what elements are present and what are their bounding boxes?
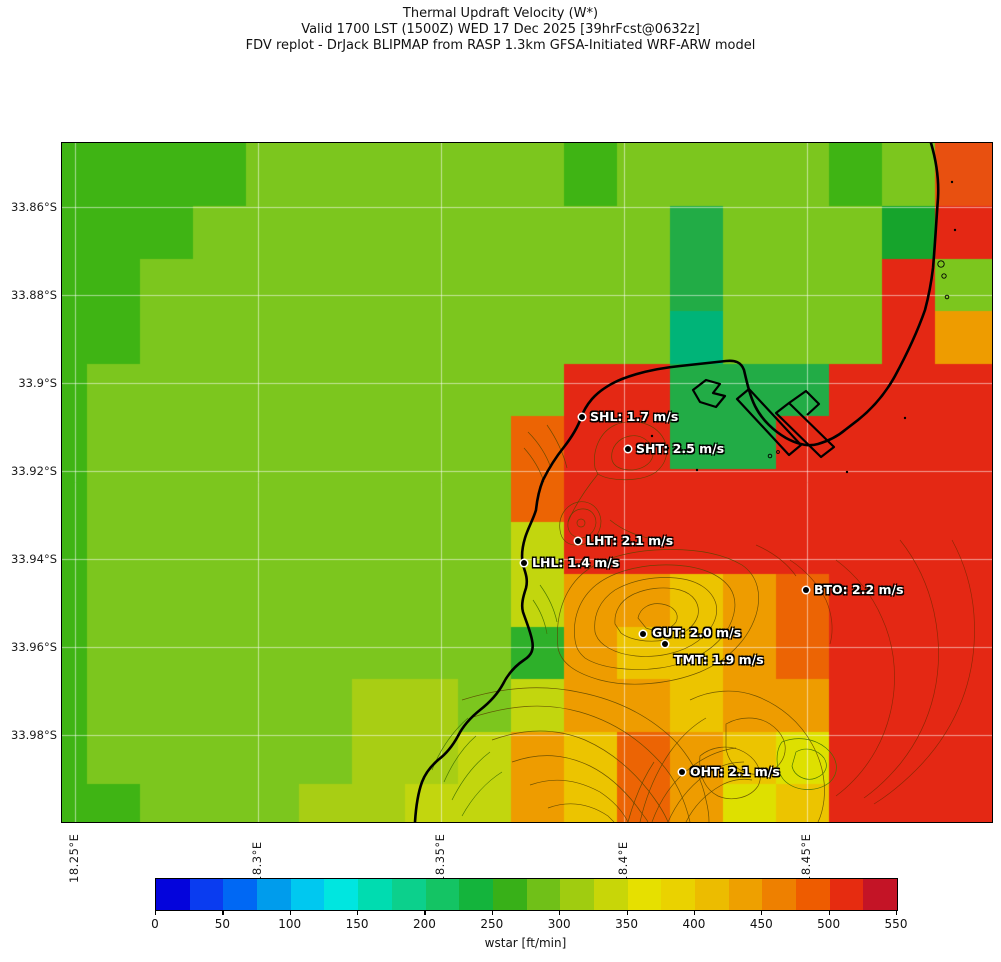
colorbar-segment-10 [492, 879, 527, 910]
colorbar-segment-2 [223, 879, 258, 910]
station-label-LHT: LHT: 2.1 m/s [586, 533, 674, 548]
colorbar-tick-label-550: 550 [884, 917, 908, 931]
colorbar-tick-50 [222, 911, 224, 915]
colorbar-segment-4 [290, 879, 325, 910]
colorbar-tick-label-50: 50 [214, 917, 230, 931]
colorbar-tick-label-350: 350 [615, 917, 638, 931]
colorbar-tick-200 [424, 911, 426, 915]
colorbar-tick-label-450: 450 [749, 917, 773, 931]
colorbar-caption: wstar [ft/min] [484, 936, 567, 950]
colorbar-segment-1 [189, 879, 224, 910]
colorbar-tick-350 [626, 911, 628, 915]
colorbar-tick-label-0: 0 [151, 917, 159, 931]
station-dot-OHT [679, 769, 685, 775]
station-label-OHT: OHT: 2.1 m/s [690, 764, 780, 779]
colorbar-segment-5 [324, 879, 359, 910]
station-label-GUT: GUT: 2.0 m/s [652, 625, 742, 640]
colorbar-segment-19 [796, 879, 830, 910]
colorbar-tick-450 [761, 911, 763, 915]
lat-tick-33.9°S: 33.9°S [18, 376, 57, 390]
colorbar [155, 878, 898, 911]
colorbar-segment-8 [425, 879, 460, 910]
colorbar-segment-12 [560, 879, 594, 910]
colorbar-tick-label-500: 500 [817, 917, 841, 931]
colorbar-segment-20 [829, 879, 864, 910]
lat-tick-33.92°S: 33.92°S [11, 464, 57, 478]
station-dot-SHT [625, 446, 631, 452]
lat-tick-33.96°S: 33.96°S [11, 640, 57, 654]
lat-tick-33.94°S: 33.94°S [11, 552, 57, 566]
colorbar-tick-250 [491, 911, 493, 915]
title-line-2: Valid 1700 LST (1500Z) WED 17 Dec 2025 [… [301, 22, 700, 37]
colorbar-segment-18 [762, 879, 797, 910]
colorbar-segment-6 [358, 879, 392, 910]
colorbar-tick-300 [559, 911, 561, 915]
colorbar-segment-9 [459, 879, 493, 910]
station-dot-BTO [803, 587, 809, 593]
station-label-LHL: LHL: 1.4 m/s [532, 555, 620, 570]
colorbar-segment-21 [863, 879, 897, 910]
colorbar-tick-400 [693, 911, 696, 915]
colorbar-tick-0 [155, 911, 157, 915]
station-label-BTO: BTO: 2.2 m/s [814, 582, 904, 597]
lon-tick-18.25°E: 18.25°E [67, 833, 81, 883]
thermal-grid-canvas [62, 143, 992, 822]
colorbar-segment-7 [391, 879, 426, 910]
lat-tick-33.86°S: 33.86°S [11, 200, 57, 214]
station-label-SHT: SHT: 2.5 m/s [636, 441, 725, 456]
station-label-SHL: SHL: 1.7 m/s [590, 409, 679, 424]
colorbar-tick-550 [896, 911, 898, 915]
station-dot-GUT [640, 631, 646, 637]
lat-tick-33.98°S: 33.98°S [11, 728, 57, 742]
colorbar-tick-label-300: 300 [547, 917, 571, 931]
colorbar-segment-3 [257, 879, 291, 910]
map-panel [61, 142, 993, 823]
colorbar-tick-label-100: 100 [278, 917, 302, 931]
title-block: Thermal Updraft Velocity (W*) Valid 1700… [0, 6, 1001, 54]
colorbar-segment-13 [593, 879, 628, 910]
colorbar-segment-15 [661, 879, 695, 910]
colorbar-tick-label-150: 150 [345, 917, 369, 931]
station-label-TMT: TMT: 1.9 m/s [674, 652, 764, 667]
colorbar-segment-11 [526, 879, 561, 910]
lon-tick-18.45°E: 18.45°E [799, 833, 813, 883]
lat-tick-33.88°S: 33.88°S [11, 288, 57, 302]
colorbar-tick-label-250: 250 [480, 917, 504, 931]
colorbar-tick-150 [357, 911, 359, 915]
lon-tick-18.4°E: 18.4°E [616, 841, 630, 883]
colorbar-tick-label-400: 400 [682, 917, 706, 931]
colorbar-tick-100 [289, 911, 291, 915]
title-line-1: Thermal Updraft Velocity (W*) [402, 6, 599, 21]
colorbar-segment-14 [627, 879, 662, 910]
colorbar-segment-17 [728, 879, 763, 910]
station-dot-LHL [521, 560, 527, 566]
colorbar-segment-0 [156, 879, 190, 910]
colorbar-tick-500 [828, 911, 830, 915]
station-dot-LHT [575, 538, 581, 544]
title-line-3: FDV replot - DrJack BLIPMAP from RASP 1.… [245, 38, 756, 53]
lon-tick-18.3°E: 18.3°E [250, 841, 264, 883]
station-dot-SHL [579, 414, 585, 420]
lon-tick-18.35°E: 18.35°E [433, 833, 447, 883]
colorbar-segment-16 [695, 879, 729, 910]
colorbar-tick-label-200: 200 [413, 917, 436, 931]
station-dot-TMT [662, 641, 668, 647]
